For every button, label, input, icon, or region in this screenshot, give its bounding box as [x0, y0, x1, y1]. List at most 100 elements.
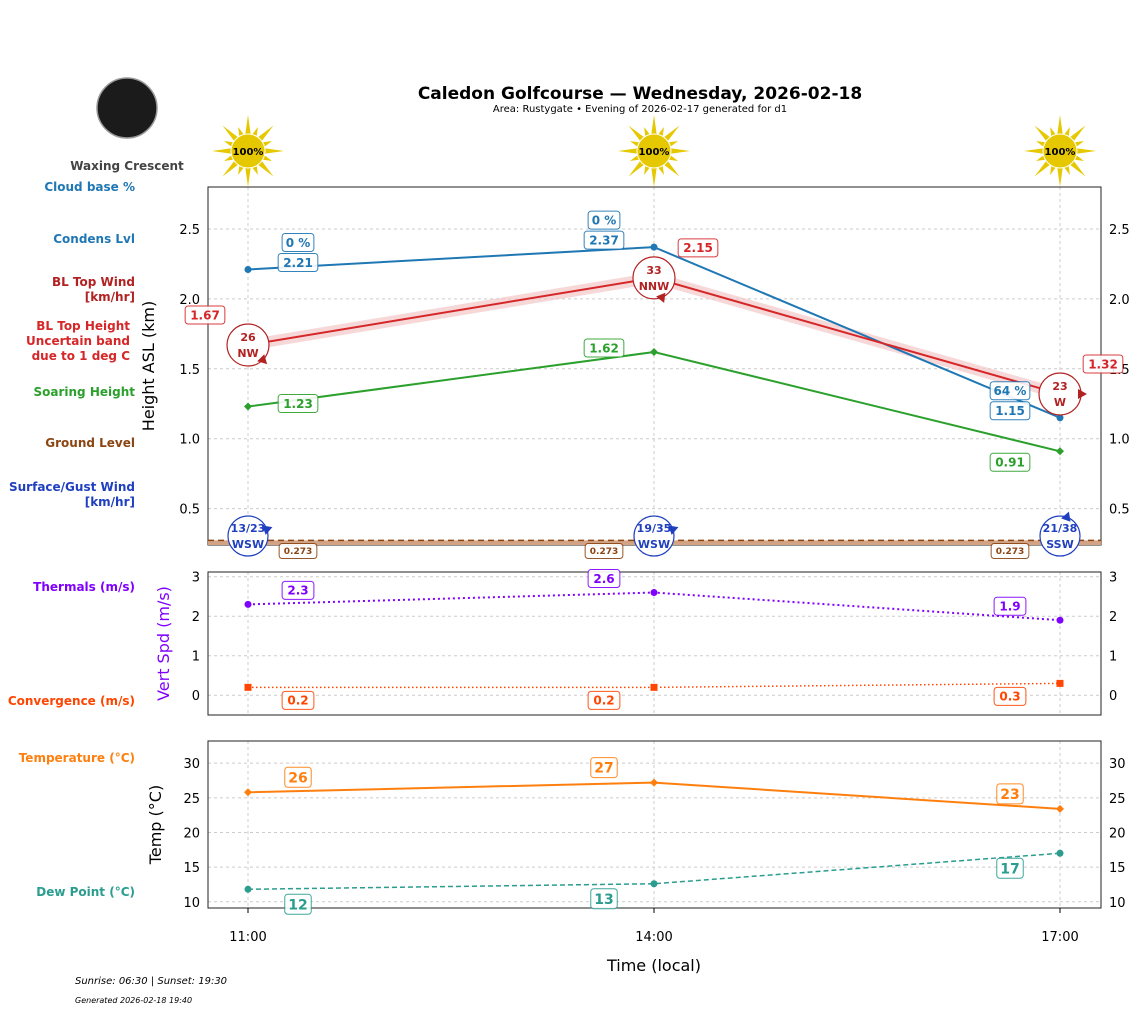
temperature-label-box — [590, 757, 618, 779]
y-tick-label: 0.5 — [179, 503, 200, 518]
temperature-label-box — [996, 783, 1024, 805]
cloud-base-label: 0 % — [587, 210, 621, 230]
y-tick-label-right: 1.0 — [1109, 433, 1130, 448]
condens-label: 1.15 — [989, 401, 1031, 421]
sun-icon: 100% — [212, 115, 284, 187]
ground-label: 0.273 — [584, 543, 624, 559]
bl-wind-badge: 26 NW — [226, 323, 270, 367]
sun-icon: 100% — [1024, 115, 1096, 187]
sun-ray — [651, 115, 657, 137]
x-tick-label: 11:00 — [229, 930, 266, 945]
sun-ray — [1034, 159, 1052, 177]
thermals-label-box — [281, 580, 315, 600]
convergence-label: 0.2 — [587, 690, 621, 710]
soaring-label-box — [583, 338, 625, 358]
bl-top-label-text: 1.67 — [190, 308, 220, 322]
condens-label-box — [989, 401, 1031, 421]
temperature-label-text: 26 — [288, 770, 307, 786]
y-tick-label: 10 — [183, 896, 200, 911]
thermals-label: 2.3 — [281, 580, 315, 600]
condens-label-text: 2.21 — [283, 256, 313, 270]
thermals-label-box — [993, 596, 1027, 616]
y-tick-label-right: 0.5 — [1109, 503, 1130, 518]
bl-wind-badge-circle — [632, 256, 676, 300]
y-tick-label-right: 15 — [1109, 861, 1126, 876]
row-label: Convergence (m/s) — [8, 694, 135, 708]
thermals-point — [1056, 616, 1064, 624]
condens-label: 2.21 — [277, 253, 319, 273]
y-tick-label: 15 — [183, 861, 200, 876]
row-label: Thermals (m/s) — [33, 580, 135, 594]
temperature-label-text: 23 — [1000, 787, 1019, 803]
ground-label-box — [584, 543, 624, 559]
sun-ray — [222, 159, 240, 177]
condens-label-text: 1.15 — [995, 404, 1025, 418]
condens-point — [244, 266, 252, 274]
thermals-label: 1.9 — [993, 596, 1027, 616]
dew-point-label: 17 — [996, 857, 1024, 879]
sun-disc — [636, 133, 672, 169]
dew-point-label-box — [590, 888, 618, 910]
thermals-label-text: 1.9 — [999, 600, 1020, 614]
bl-wind-badge-arrow-icon — [257, 354, 268, 365]
thermals-point — [244, 600, 252, 608]
ground-label-text: 0.273 — [996, 547, 1024, 557]
condens-point — [1056, 414, 1064, 422]
sun-ray — [1074, 148, 1096, 154]
dew-point-point — [650, 880, 658, 888]
dew-point-label-text: 17 — [1000, 861, 1019, 877]
row-label: Ground Level — [45, 436, 135, 450]
bl-wind-badge-circle — [226, 323, 270, 367]
cloud-base-label-box — [989, 381, 1031, 401]
cloud-base-label: 0 % — [281, 233, 315, 253]
y-axis-label: Vert Spd (m/s) — [154, 586, 173, 701]
bl-top-label-text: 2.15 — [683, 241, 713, 255]
x-tick-label: 14:00 — [635, 930, 672, 945]
surface-wind-badge: 21/38 SSW — [1039, 511, 1081, 557]
dew-point-label: 13 — [590, 888, 618, 910]
bl-wind-badge-arrow-icon — [656, 292, 666, 303]
temperature-label: 26 — [284, 766, 312, 788]
row-label: Soaring Height — [34, 385, 136, 399]
bl-wind-badge-arrow-icon — [1078, 388, 1087, 399]
bl-top-label: 2.15 — [677, 238, 719, 258]
bl-wind-badge-direction: W — [1054, 396, 1066, 409]
bl-top-label-text: 1.32 — [1088, 357, 1118, 371]
condens-point — [650, 243, 658, 251]
sun-ray — [662, 125, 680, 143]
bl-top-label-box — [677, 238, 719, 258]
row-label: Temperature (°C) — [19, 751, 135, 765]
ground-label: 0.273 — [278, 543, 318, 559]
sun-ray — [1057, 115, 1063, 137]
y-tick-label: 25 — [183, 792, 200, 807]
dew-point-label-text: 12 — [288, 897, 307, 913]
soaring-label: 0.91 — [989, 452, 1031, 472]
convergence-line — [248, 682, 1061, 689]
y-tick-label-right: 2.0 — [1109, 293, 1130, 308]
y-tick-label: 2.0 — [179, 293, 200, 308]
soaring-label-text: 0.91 — [995, 456, 1025, 470]
row-label: [km/hr] — [85, 495, 135, 509]
sun-ray — [262, 148, 284, 154]
y-tick-label: 2.5 — [179, 223, 200, 238]
sun-ray — [245, 115, 251, 137]
sun-ray — [662, 159, 680, 177]
temperature-point — [244, 788, 252, 797]
temperature-label: 27 — [590, 757, 618, 779]
row-label: BL Top Wind — [52, 275, 135, 289]
cloud-base-label-text: 0 % — [286, 236, 311, 250]
surface-wind-badge: 13/23 WSW — [227, 515, 273, 557]
soaring-label: 1.23 — [277, 394, 319, 414]
sun-ray — [618, 148, 640, 154]
surface-wind-badge-speed: 19/35 — [637, 522, 672, 535]
dew-point-point — [244, 885, 252, 893]
temperature-label-box — [284, 766, 312, 788]
surface-wind-badge-arrow-icon — [1061, 511, 1071, 522]
thermals-label-text: 2.6 — [593, 572, 614, 586]
soaring-label: 1.62 — [583, 338, 625, 358]
convergence-label-box — [281, 690, 315, 710]
cloud-base-label-box — [281, 233, 315, 253]
ground-label-text: 0.273 — [590, 547, 618, 557]
sun-ray — [1034, 125, 1052, 143]
